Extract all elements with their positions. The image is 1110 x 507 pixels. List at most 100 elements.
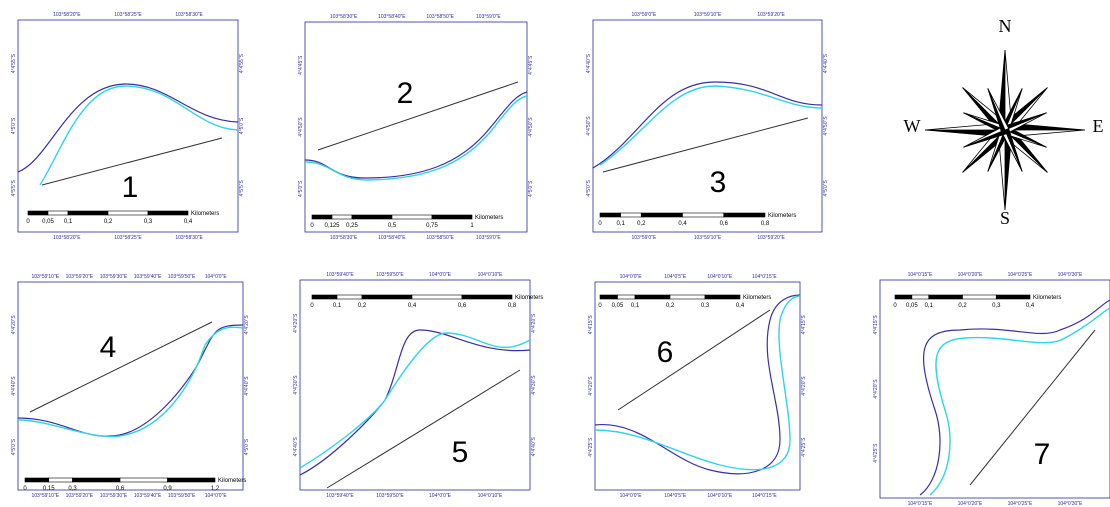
bottom-coordinate: 103°59'10"E (32, 493, 60, 499)
panel-number: 4 (100, 331, 117, 364)
scale-label: 0,3 (144, 219, 153, 225)
left-coordinate: 4°5'5"S (11, 179, 17, 196)
bottom-coordinate: 103°59'0"E (476, 235, 501, 241)
map-frame (17, 19, 239, 233)
scale-label: 0,1 (925, 303, 934, 309)
scale-label: 0 (26, 219, 30, 225)
bottom-coordinate: 103°58'50"E (426, 235, 454, 241)
scale-segment (311, 214, 333, 220)
scale-label: 0,1 (333, 303, 342, 309)
map-frame (592, 19, 823, 233)
left-coordinate: 4°4'20"S (293, 313, 299, 333)
reference-line (29, 321, 213, 413)
scale-label: 0,4 (408, 303, 417, 309)
map-frame (304, 21, 528, 233)
bottom-coordinate: 103°59'30"E (100, 493, 128, 499)
scale-label: 0,4 (736, 303, 745, 309)
left-coordinate: 4°4'50"S (586, 116, 592, 136)
scale-label: 0 (598, 221, 602, 227)
right-coordinate: 4°4'45"S (528, 55, 534, 75)
river-bank-cyan (299, 332, 531, 469)
scale-label: 0,2 (666, 303, 675, 309)
scale-segment (67, 210, 109, 216)
top-coordinate: 103°59'20"E (66, 274, 94, 280)
scale-segment (461, 294, 513, 300)
scale-segment (47, 210, 69, 216)
scale-label: 0,6 (116, 486, 125, 492)
scale-label: 0,1 (64, 219, 73, 225)
scale-unit: Kilometers (743, 295, 771, 301)
scale-label: 0,2 (104, 219, 113, 225)
left-coordinate: 4°5'0"S (11, 438, 17, 455)
scale-segment (331, 214, 353, 220)
scale-label: 0,3 (701, 303, 710, 309)
left-coordinate: 4°4'15"S (588, 315, 594, 335)
panel-number: 2 (397, 77, 414, 110)
scale-unit: Kilometers (475, 215, 503, 221)
right-coordinate: 4°4'40"S (244, 376, 250, 396)
river-bank-cyan (594, 295, 801, 471)
compass-rose: N S W E (904, 16, 1104, 228)
scale-label: 0,8 (761, 221, 770, 227)
scale-label: 0,4 (1026, 303, 1035, 309)
map-panel: 2 103°58'30"E 103°58'40"E 103°58'50"E 103°59… (298, 14, 534, 241)
top-coordinate: 104°0'20"E (958, 272, 983, 278)
left-coordinate: 4°4'40"S (11, 376, 17, 396)
map-frame (299, 279, 531, 491)
river-bank-blue (919, 299, 1110, 496)
scale-segment (962, 294, 997, 300)
scale-label: 0,8 (508, 303, 517, 309)
right-coordinate: 4°4'30"S (531, 375, 537, 395)
scale-unit: Kilometers (191, 211, 219, 217)
left-coordinate: 4°5'0"S (11, 117, 17, 134)
bottom-coordinate: 103°58'40"E (378, 235, 406, 241)
scale-unit: Kilometers (515, 295, 543, 301)
right-coordinate: 4°4'40"S (531, 437, 537, 457)
scale-label: 0,9 (163, 486, 172, 492)
panel-number: 7 (1034, 438, 1051, 471)
top-coordinate: 104°0'15"E (752, 274, 777, 280)
river-bank-blue (592, 81, 823, 169)
top-coordinate: 103°59'20"E (757, 12, 785, 18)
right-coordinate: 4°4'50"S (528, 117, 534, 137)
scale-label: 0 (893, 303, 897, 309)
scale-segment (27, 210, 49, 216)
compass-south: S (1000, 208, 1010, 228)
left-coordinate: 4°5'0"S (586, 179, 592, 196)
map-frame (594, 281, 801, 491)
top-coordinate: 104°0'25"E (1008, 272, 1033, 278)
top-coordinate: 104°0'0"E (205, 274, 228, 280)
compass-east: E (1093, 116, 1104, 136)
top-coordinate: 104°0'30"E (1058, 272, 1083, 278)
scale-segment (411, 294, 463, 300)
scale-label: 0,2 (637, 221, 646, 227)
scale-label: 0,125 (324, 223, 340, 229)
reference-line (326, 369, 521, 489)
scale-label: 1,2 (211, 486, 220, 492)
right-coordinate: 4°4'20"S (244, 315, 250, 335)
bottom-coordinate: 103°59'0"E (632, 235, 657, 241)
top-coordinate: 103°59'10"E (32, 274, 60, 280)
bottom-coordinate: 103°59'50"E (168, 493, 196, 499)
scale-segment (361, 294, 413, 300)
left-coordinate: 4°4'30"S (293, 375, 299, 395)
scale-label: 0,05 (906, 303, 918, 309)
scale-segment (431, 214, 473, 220)
bottom-coordinate: 104°0'10"E (707, 493, 732, 499)
scale-label: 0,2 (358, 303, 367, 309)
reference-line (617, 309, 771, 411)
river-bank-blue (594, 294, 801, 475)
reference-line (602, 117, 809, 173)
scale-segment (72, 477, 121, 483)
scale-segment (995, 294, 1031, 300)
reference-line (41, 137, 223, 186)
top-coordinate: 103°59'40"E (134, 274, 162, 280)
scale-label: 0,5 (388, 223, 397, 229)
bottom-coordinate: 103°59'20"E (66, 493, 94, 499)
map-frame (17, 281, 244, 491)
right-coordinate: 4°5'0"S (244, 438, 250, 455)
river-bank-cyan (39, 85, 239, 186)
bottom-coordinate: 104°0'30"E (1058, 501, 1083, 507)
scale-segment (682, 212, 725, 218)
